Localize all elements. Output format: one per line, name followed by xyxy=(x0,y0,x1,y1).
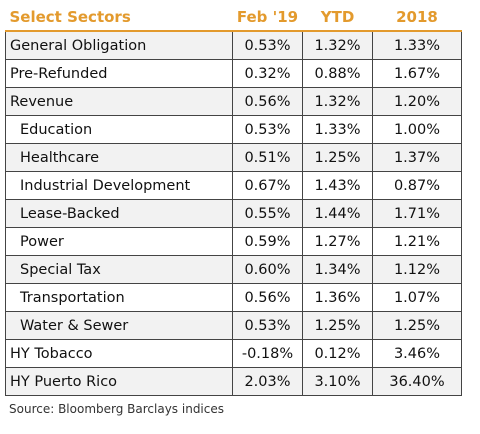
table-row: Water & Sewer 0.53% 1.25% 1.25% xyxy=(5,311,462,340)
value-cell: 1.33% xyxy=(372,30,462,60)
value-cell: 1.07% xyxy=(372,283,462,312)
row-label: Education xyxy=(5,115,233,144)
value-cell: 0.60% xyxy=(232,255,303,284)
value-cell: 1.32% xyxy=(302,87,373,116)
header-row: Select Sectors Feb '19 YTD 2018 xyxy=(5,4,462,32)
value-cell: 0.59% xyxy=(232,227,303,256)
value-cell: 1.33% xyxy=(302,115,373,144)
header-cell: YTD xyxy=(302,4,373,32)
value-cell: 0.55% xyxy=(232,199,303,228)
table-row: General Obligation 0.53% 1.32% 1.33% xyxy=(5,30,462,60)
table-row: HY Puerto Rico 2.03% 3.10% 36.40% xyxy=(5,367,462,396)
header-cell: Feb '19 xyxy=(232,4,303,32)
value-cell: 0.53% xyxy=(232,311,303,340)
value-cell: 1.43% xyxy=(302,171,373,200)
value-cell: 0.56% xyxy=(232,283,303,312)
value-cell: 3.46% xyxy=(372,339,462,368)
value-cell: 3.10% xyxy=(302,367,373,396)
row-label: Special Tax xyxy=(5,255,233,284)
value-cell: 1.25% xyxy=(302,311,373,340)
table-row: Pre-Refunded 0.32% 0.88% 1.67% xyxy=(5,59,462,88)
table-row: Revenue 0.56% 1.32% 1.20% xyxy=(5,87,462,116)
row-label: Water & Sewer xyxy=(5,311,233,340)
value-cell: 1.00% xyxy=(372,115,462,144)
row-label: Lease-Backed xyxy=(5,199,233,228)
value-cell: 0.51% xyxy=(232,143,303,172)
value-cell: 1.25% xyxy=(372,311,462,340)
value-cell: 1.32% xyxy=(302,30,373,60)
table-row: Industrial Development 0.67% 1.43% 0.87% xyxy=(5,171,462,200)
value-cell: 1.36% xyxy=(302,283,373,312)
table-row: Transportation 0.56% 1.36% 1.07% xyxy=(5,283,462,312)
row-label: HY Tobacco xyxy=(5,339,233,368)
header-cell: 2018 xyxy=(372,4,462,32)
table-row: Special Tax 0.60% 1.34% 1.12% xyxy=(5,255,462,284)
value-cell: 0.53% xyxy=(232,30,303,60)
table-row: HY Tobacco -0.18% 0.12% 3.46% xyxy=(5,339,462,368)
value-cell: 1.44% xyxy=(302,199,373,228)
table-row: Education 0.53% 1.33% 1.00% xyxy=(5,115,462,144)
table-row: Power 0.59% 1.27% 1.21% xyxy=(5,227,462,256)
value-cell: 1.67% xyxy=(372,59,462,88)
value-cell: 1.20% xyxy=(372,87,462,116)
row-label: Transportation xyxy=(5,283,233,312)
table-body: General Obligation 0.53% 1.32% 1.33% Pre-Ref… xyxy=(5,30,462,396)
row-label: Pre-Refunded xyxy=(5,59,233,88)
row-label: Industrial Development xyxy=(5,171,233,200)
sector-table: Select Sectors Feb '19 YTD 2018 General Obl… xyxy=(5,4,462,396)
value-cell: 36.40% xyxy=(372,367,462,396)
value-cell: -0.18% xyxy=(232,339,303,368)
row-label: General Obligation xyxy=(5,30,233,60)
value-cell: 2.03% xyxy=(232,367,303,396)
header-cell: Select Sectors xyxy=(5,4,233,32)
value-cell: 1.71% xyxy=(372,199,462,228)
row-label: HY Puerto Rico xyxy=(5,367,233,396)
value-cell: 0.88% xyxy=(302,59,373,88)
source-note: Source: Bloomberg Barclays indices xyxy=(9,402,224,416)
value-cell: 1.12% xyxy=(372,255,462,284)
value-cell: 0.53% xyxy=(232,115,303,144)
value-cell: 1.37% xyxy=(372,143,462,172)
value-cell: 1.34% xyxy=(302,255,373,284)
row-label: Power xyxy=(5,227,233,256)
value-cell: 1.27% xyxy=(302,227,373,256)
table-row: Lease-Backed 0.55% 1.44% 1.71% xyxy=(5,199,462,228)
value-cell: 0.12% xyxy=(302,339,373,368)
row-label: Healthcare xyxy=(5,143,233,172)
value-cell: 0.87% xyxy=(372,171,462,200)
value-cell: 0.56% xyxy=(232,87,303,116)
table-row: Healthcare 0.51% 1.25% 1.37% xyxy=(5,143,462,172)
value-cell: 0.67% xyxy=(232,171,303,200)
row-label: Revenue xyxy=(5,87,233,116)
value-cell: 0.32% xyxy=(232,59,303,88)
value-cell: 1.25% xyxy=(302,143,373,172)
value-cell: 1.21% xyxy=(372,227,462,256)
